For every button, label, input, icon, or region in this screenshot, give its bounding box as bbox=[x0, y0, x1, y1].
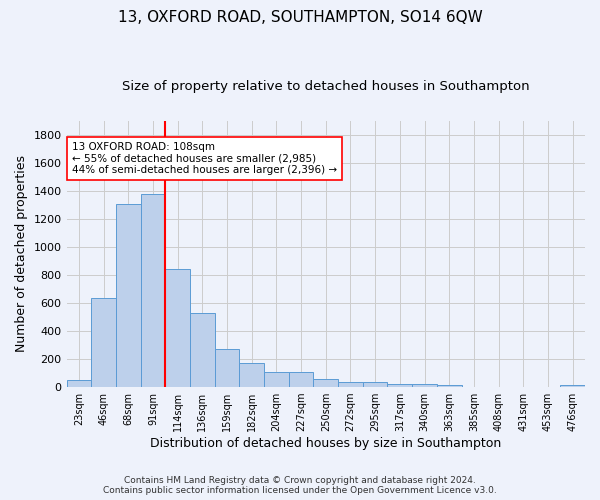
Text: 13 OXFORD ROAD: 108sqm
← 55% of detached houses are smaller (2,985)
44% of semi-: 13 OXFORD ROAD: 108sqm ← 55% of detached… bbox=[72, 142, 337, 175]
Bar bbox=[437, 385, 461, 387]
Bar bbox=[289, 372, 313, 387]
Bar bbox=[560, 385, 585, 387]
Bar bbox=[338, 382, 363, 387]
Bar bbox=[388, 384, 412, 387]
Bar bbox=[165, 269, 190, 387]
Bar bbox=[140, 194, 165, 387]
Bar bbox=[313, 378, 338, 387]
Bar bbox=[215, 348, 239, 387]
Bar bbox=[264, 372, 289, 387]
Bar bbox=[190, 314, 215, 387]
Bar bbox=[239, 362, 264, 387]
Bar bbox=[412, 384, 437, 387]
Bar bbox=[67, 380, 91, 387]
Bar bbox=[91, 298, 116, 387]
Text: 13, OXFORD ROAD, SOUTHAMPTON, SO14 6QW: 13, OXFORD ROAD, SOUTHAMPTON, SO14 6QW bbox=[118, 10, 482, 25]
Bar bbox=[363, 382, 388, 387]
Title: Size of property relative to detached houses in Southampton: Size of property relative to detached ho… bbox=[122, 80, 530, 93]
Y-axis label: Number of detached properties: Number of detached properties bbox=[15, 156, 28, 352]
X-axis label: Distribution of detached houses by size in Southampton: Distribution of detached houses by size … bbox=[150, 437, 502, 450]
Text: Contains HM Land Registry data © Crown copyright and database right 2024.
Contai: Contains HM Land Registry data © Crown c… bbox=[103, 476, 497, 495]
Bar bbox=[116, 204, 140, 387]
